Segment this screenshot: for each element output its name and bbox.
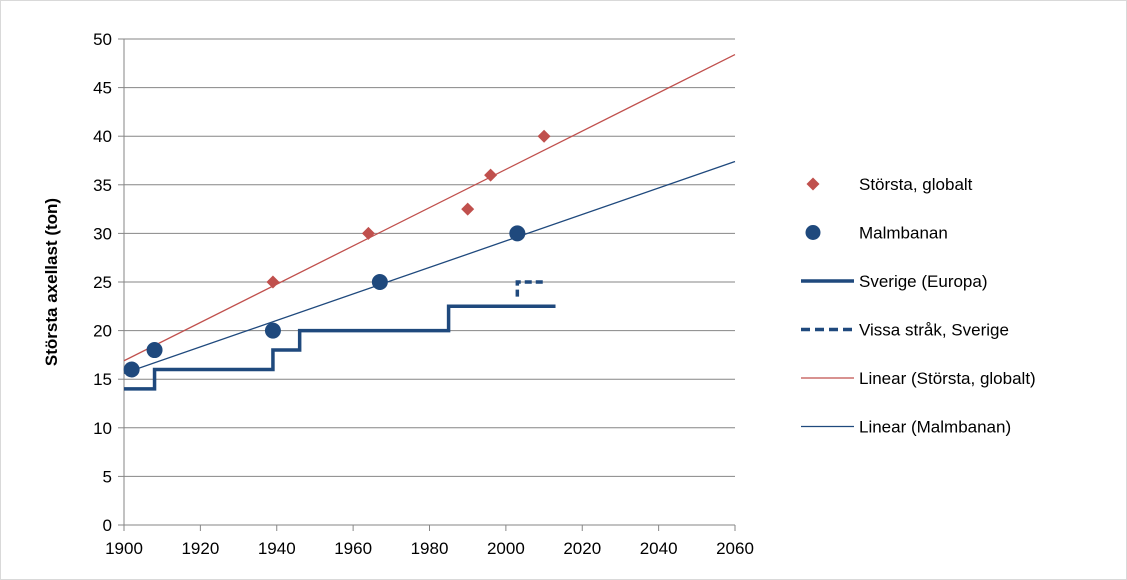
y-tick-label: 20 xyxy=(93,322,112,341)
y-tick-label: 45 xyxy=(93,79,112,98)
y-tick-label: 40 xyxy=(93,127,112,146)
y-tick-label: 0 xyxy=(103,516,112,535)
x-tick-label: 1900 xyxy=(105,539,143,558)
y-tick-label: 50 xyxy=(93,30,112,49)
data-point-diamond xyxy=(266,275,280,289)
x-tick-label: 1920 xyxy=(181,539,219,558)
step-line-2 xyxy=(124,304,556,391)
data-series xyxy=(123,53,736,391)
x-tick-label: 1980 xyxy=(411,539,449,558)
legend-marker-diamond xyxy=(806,177,820,191)
y-tick-label: 35 xyxy=(93,176,112,195)
y-tick-label: 5 xyxy=(103,467,112,486)
legend-label: Sverige (Europa) xyxy=(859,272,988,291)
data-point-circle xyxy=(371,274,388,290)
trendline-4 xyxy=(123,53,736,362)
x-tick-label: 1960 xyxy=(334,539,372,558)
y-tick-label: 25 xyxy=(93,273,112,292)
y-tick-label: 15 xyxy=(93,370,112,389)
legend-label: Malmbanan xyxy=(859,224,948,243)
legend: Största, globalt Malmbanan Sverige (Europa… xyxy=(801,175,1036,437)
axes: 0 5 10 15 20 25 30 35 40 45 50 1900 1920 1940 1960 1980… xyxy=(93,30,754,558)
y-tick-label: 10 xyxy=(93,419,112,438)
legend-marker-circle xyxy=(805,225,821,240)
x-tick-label: 2000 xyxy=(487,539,525,558)
gridlines xyxy=(124,38,735,477)
legend-label: Linear (Malmbanan) xyxy=(859,418,1011,437)
data-point-diamond xyxy=(484,168,498,182)
data-point-circle xyxy=(123,361,140,378)
data-point-circle xyxy=(264,322,281,339)
x-tick-label: 2040 xyxy=(640,539,678,558)
legend-label: Vissa stråk, Sverige xyxy=(859,321,1009,340)
data-point-circle xyxy=(146,342,163,359)
data-point-diamond xyxy=(537,129,551,143)
x-tick-label: 2060 xyxy=(716,539,754,558)
data-point-diamond xyxy=(361,226,375,240)
y-axis-title: Största axellast (ton) xyxy=(42,198,61,366)
trendline-5 xyxy=(123,160,736,374)
y-tick-label: 30 xyxy=(93,224,112,243)
x-tick-label: 1940 xyxy=(258,539,296,558)
x-tick-label: 2020 xyxy=(563,539,601,558)
legend-label: Största, globalt xyxy=(859,175,973,194)
step-line-3 xyxy=(515,280,545,297)
data-point-diamond xyxy=(461,202,475,216)
data-point-circle xyxy=(509,225,526,242)
legend-label: Linear (Största, globalt) xyxy=(859,369,1036,388)
